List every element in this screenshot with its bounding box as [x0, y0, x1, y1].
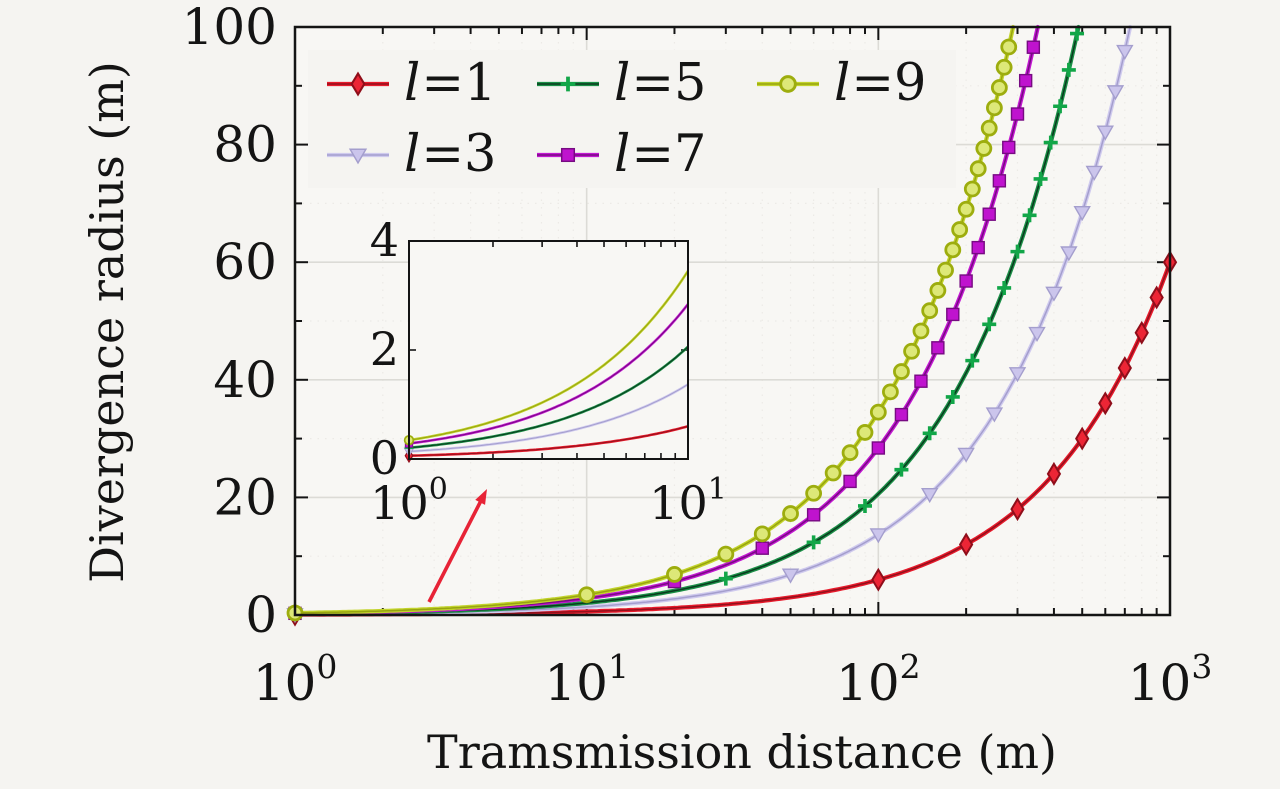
x-tick-label: 100 [253, 647, 338, 712]
y-tick-label: 40 [213, 351, 277, 409]
zoom-arrow [427, 489, 487, 603]
legend-label-l5-val: =5 [631, 54, 707, 113]
legend-swatch-line [327, 71, 389, 97]
legend-swatch-l1 [325, 56, 391, 112]
legend-label-l7: l=7 [614, 127, 707, 183]
legend-item-l1: l=1 [325, 56, 497, 112]
legend-label-l9-val: =9 [851, 54, 927, 113]
zoom-arrow-head [475, 489, 487, 505]
series-markers-l7 [288, 40, 1041, 621]
legend-item-l7: l=7 [535, 127, 707, 183]
x-tick-label: 101 [544, 647, 629, 712]
legend: l=1 l=5 l=9 l=3 l=7 [308, 50, 956, 188]
y-tick-label: 100 [182, 0, 277, 56]
legend-label-l7-var: l [614, 125, 631, 184]
legend-item-l5: l=5 [535, 56, 707, 112]
legend-swatch-line [537, 147, 599, 163]
series-markers-l1 [287, 250, 1178, 627]
inset-y-tick-label: 0 [370, 431, 399, 485]
legend-swatch-line [327, 148, 389, 165]
legend-label-l7-val: =7 [631, 125, 707, 184]
y-tick-label: 0 [245, 586, 277, 644]
legend-label-l5-var: l [614, 54, 631, 113]
inset-y-tick-label: 4 [370, 213, 399, 267]
inset-y-tick-label: 2 [370, 322, 399, 376]
y-tick-label: 60 [213, 233, 277, 291]
plot-border [293, 25, 1172, 617]
legend-swatch-l3 [325, 127, 391, 183]
legend-label-l3: l=3 [404, 127, 497, 183]
legend-label-l1-var: l [404, 54, 421, 113]
legend-label-l9: l=9 [834, 56, 927, 112]
legend-item-l9: l=9 [755, 56, 927, 112]
legend-swatch-line [757, 75, 819, 93]
legend-label-l9-var: l [834, 54, 851, 113]
series-markers-l3 [286, 44, 1134, 624]
x-axis-title: Tramsmission distance (m) [427, 725, 1057, 779]
legend-label-l5: l=5 [614, 56, 707, 112]
series-markers-l9 [286, 38, 1018, 622]
y-tick-label: 80 [213, 116, 277, 174]
x-tick-labels: 100 101 102 103 [253, 647, 1213, 712]
legend-swatch-line [537, 76, 599, 92]
legend-label-l3-var: l [404, 125, 421, 184]
legend-label-l1: l=1 [404, 56, 497, 112]
y-axis-title: Divergence radius (m) [80, 61, 134, 583]
inset-border [408, 240, 689, 460]
legend-swatch-l9 [755, 56, 821, 112]
x-tick-label: 102 [836, 647, 921, 712]
y-tick-label: 20 [213, 468, 277, 526]
y-tick-labels: 0 20 40 60 80 100 [182, 0, 277, 644]
inset-x-tick-label: 100 [370, 472, 448, 530]
x-tick-label: 103 [1128, 647, 1213, 712]
legend-label-l3-val: =3 [421, 125, 497, 184]
legend-item-l3: l=3 [325, 127, 497, 183]
legend-swatch-l5 [535, 56, 601, 112]
legend-swatch-l7 [535, 127, 601, 183]
legend-label-l1-val: =1 [421, 54, 497, 113]
